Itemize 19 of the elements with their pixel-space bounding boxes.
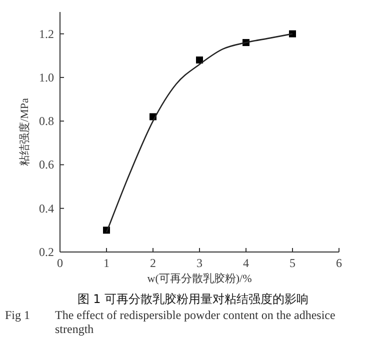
point bbox=[196, 56, 203, 64]
x-tick-label: 3 bbox=[196, 256, 202, 270]
point bbox=[289, 30, 296, 38]
x-tick-label: 1 bbox=[104, 256, 110, 270]
x-tick-label: 5 bbox=[290, 256, 296, 270]
x-tick-label: 6 bbox=[336, 256, 342, 270]
y-axis-title: 粘结强度/MPa bbox=[18, 98, 31, 166]
x-axis-title: w(可再分散乳胶粉)/% bbox=[147, 272, 252, 285]
x-tick-label: 2 bbox=[150, 256, 156, 270]
text: Fig 1 The effect of redispersible powder content on the adhesice strength bbox=[5, 308, 336, 336]
y-tick-label: 1.2 bbox=[39, 26, 54, 41]
y-tick-label: 1.0 bbox=[39, 70, 54, 84]
x-tick-label: 0 bbox=[57, 256, 63, 270]
caption: 图 1 可再分散乳胶粉用量对粘结强度的影响 bbox=[77, 292, 309, 306]
y-tick-label: 0.8 bbox=[39, 114, 54, 128]
y-tick-label: 0.2 bbox=[39, 245, 54, 259]
y-tick-label: 0.4 bbox=[39, 201, 54, 216]
x-tick-label: 4 bbox=[243, 256, 249, 270]
y-tick-label: 0.6 bbox=[39, 158, 54, 172]
